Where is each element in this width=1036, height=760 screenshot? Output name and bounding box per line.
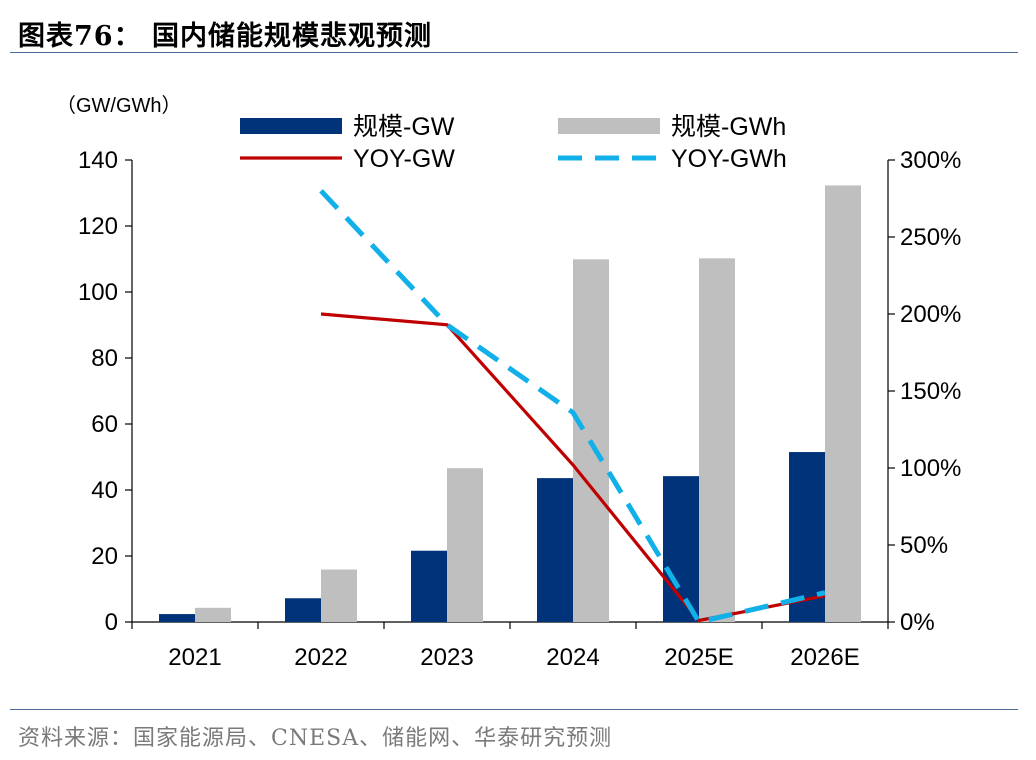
right-axis-tick-label: 300% (900, 147, 961, 174)
x-axis-tick-label: 2021 (168, 644, 221, 671)
figure-title: 图表76： 国内储能规模悲观预测 (18, 21, 432, 52)
x-axis-tick-label: 2022 (294, 644, 347, 671)
left-axis-tick-label: 0 (105, 609, 118, 636)
x-axis-tick-label: 2025E (664, 644, 733, 671)
x-axis-tick-label: 2026E (790, 644, 859, 671)
legend-label: 规模-GWh (671, 113, 786, 141)
plot-area: 0 20 40 60 80 100 120 140 0% 50% 100% 150% 200% 250% 3… (78, 147, 961, 671)
left-axis-unit-label: （GW/GWh） (56, 94, 182, 117)
legend: 规模-GW 规模-GWh YOY-GW YOY-GWh (240, 113, 787, 173)
right-axis-tick-label: 0% (900, 609, 935, 636)
legend-label: YOY-GWh (671, 145, 787, 173)
bar (537, 478, 573, 622)
title-divider (10, 52, 1018, 53)
series-line (320, 312, 826, 623)
legend-label: YOY-GW (353, 145, 455, 173)
left-axis-tick-label: 140 (78, 147, 118, 174)
right-axis-tick-label: 100% (900, 455, 961, 482)
left-axis-tick-label: 40 (91, 477, 118, 504)
legend-swatch (558, 118, 660, 134)
left-axis-tick-label: 60 (91, 411, 118, 438)
source-divider (10, 709, 1018, 710)
bar (285, 598, 321, 622)
series-line (319, 189, 826, 625)
bar (825, 185, 861, 622)
bar (195, 607, 231, 622)
left-axis-tick-label: 120 (78, 213, 118, 240)
legend-label: 规模-GW (353, 113, 455, 141)
x-axis-tick-label: 2023 (420, 644, 473, 671)
bar (411, 550, 447, 622)
right-axis-tick-label: 50% (900, 532, 948, 559)
right-axis-tick-label: 200% (900, 301, 961, 328)
left-axis-tick-label: 80 (91, 345, 118, 372)
right-axis-tick-label: 250% (900, 224, 961, 251)
right-axis-tick-label: 150% (900, 378, 961, 405)
bar (159, 614, 195, 622)
left-axis-tick-label: 100 (78, 279, 118, 306)
legend-swatch (240, 118, 342, 134)
source-note: 资料来源：国家能源局、CNESA、储能网、华泰研究预测 (18, 726, 613, 751)
left-axis-tick-label: 20 (91, 543, 118, 570)
x-axis-tick-label: 2024 (546, 644, 599, 671)
bar (699, 258, 735, 622)
bar (321, 569, 357, 622)
bar (447, 468, 483, 622)
